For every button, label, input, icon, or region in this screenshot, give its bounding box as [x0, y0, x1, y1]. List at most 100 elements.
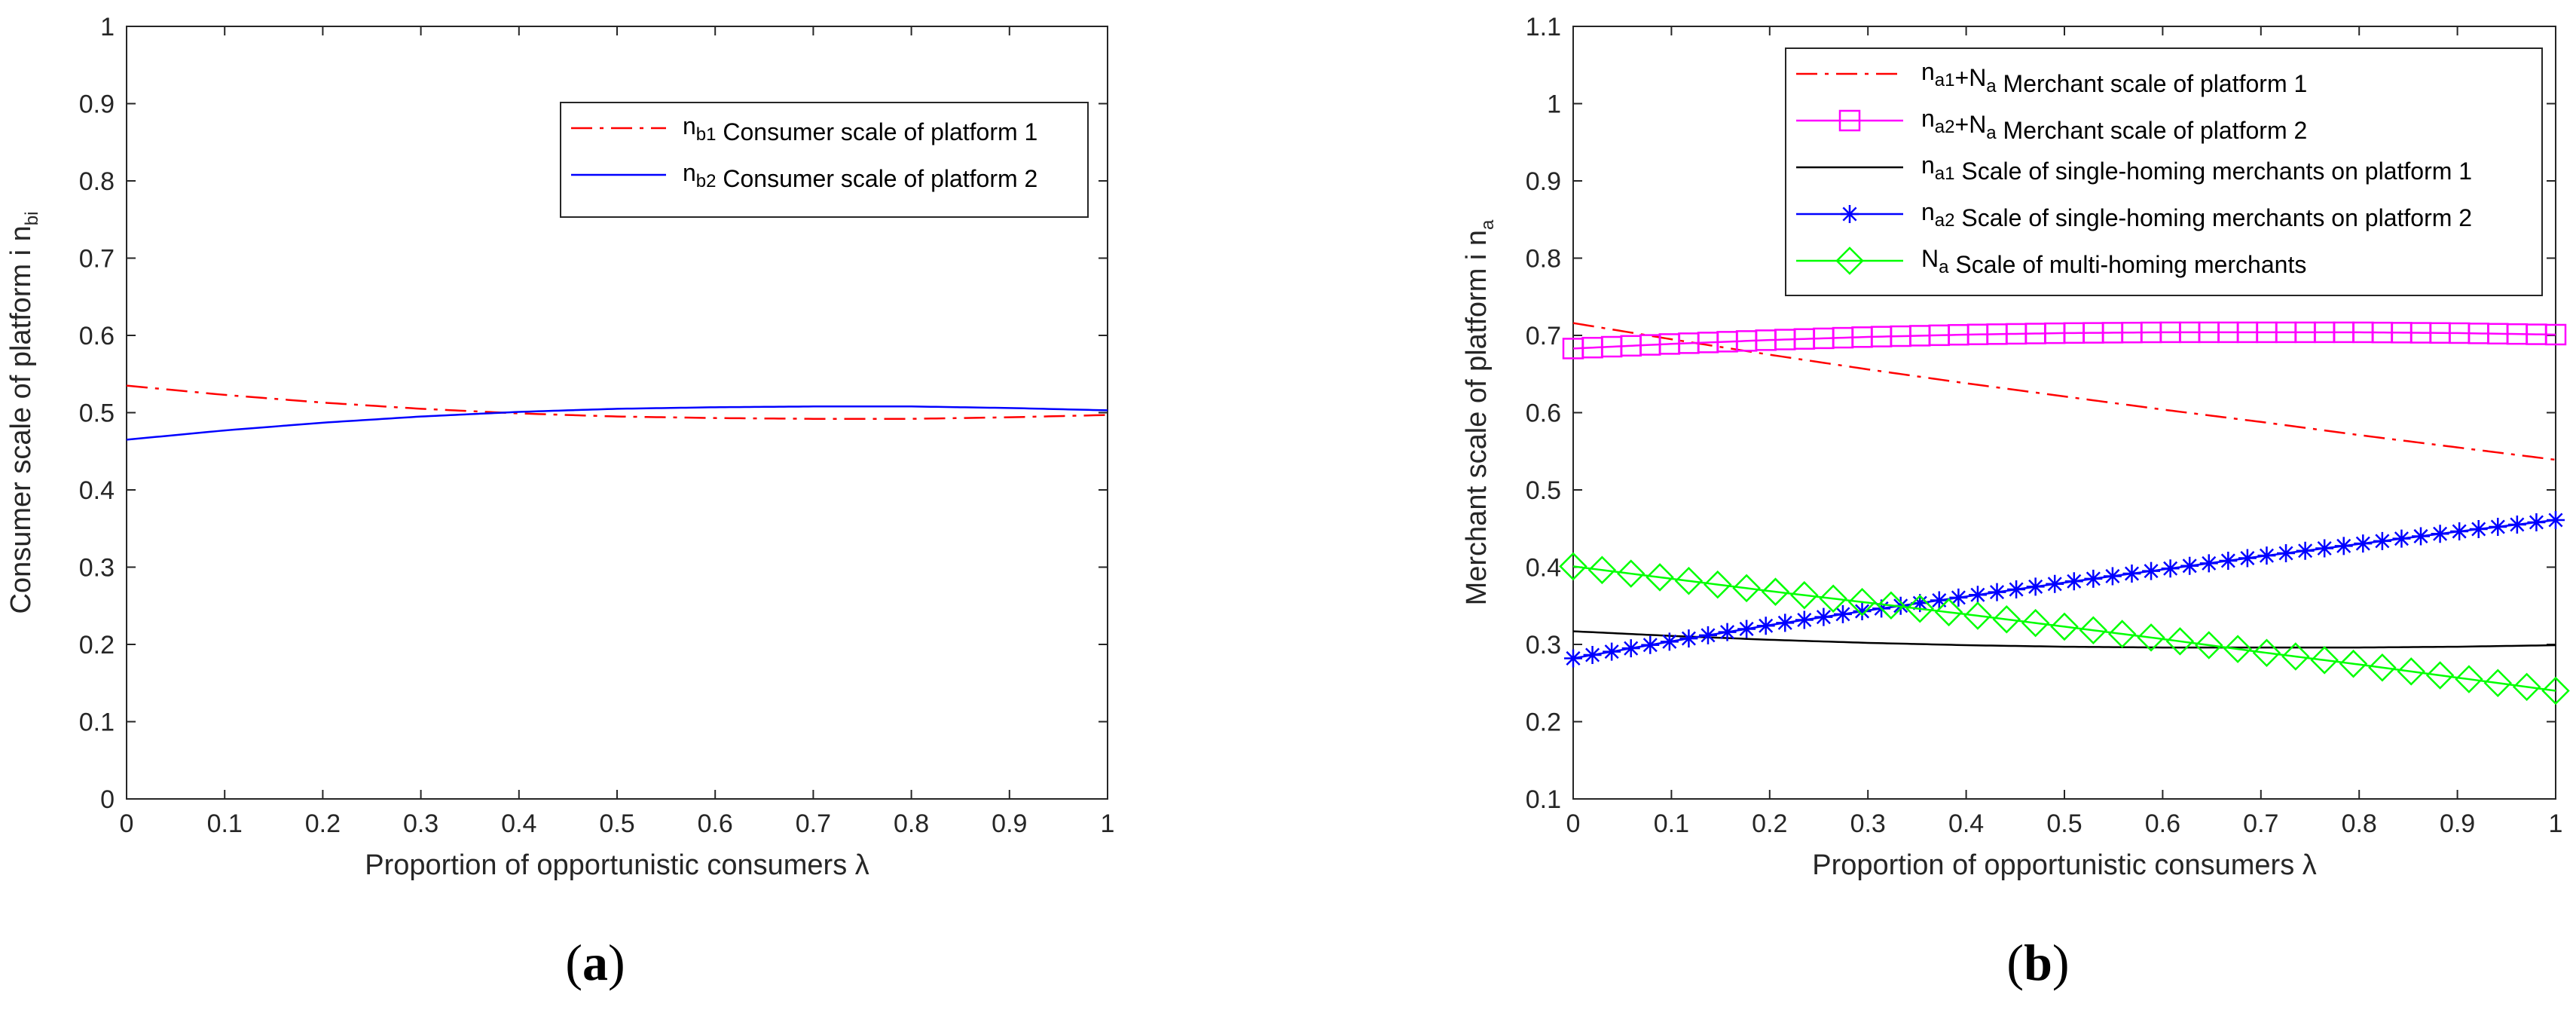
- data-point: [1603, 642, 1621, 661]
- data-point: [2257, 546, 2276, 565]
- data-point: [2455, 665, 2483, 693]
- data-point: [2219, 551, 2238, 570]
- x-tick-label: 0.3: [1850, 809, 1886, 838]
- x-tick-label: 0.9: [992, 809, 1027, 838]
- data-point: [1968, 586, 1987, 604]
- x-axis-label: Proportion of opportunistic consumers λ: [365, 849, 869, 881]
- x-tick-label: 0.8: [2342, 809, 2377, 838]
- x-tick-label: 0: [120, 809, 134, 838]
- legend-box: [560, 102, 1089, 218]
- data-point: [1641, 635, 1660, 654]
- x-tick-label: 0.9: [2440, 809, 2475, 838]
- legend-item: na1+Na Merchant scale of platform 1: [1796, 58, 2307, 97]
- data-point: [2544, 323, 2567, 346]
- x-tick-label: 0.7: [796, 809, 831, 838]
- data-point: [2281, 642, 2310, 671]
- data-point: [1756, 617, 1775, 635]
- data-point: [1877, 591, 1905, 620]
- data-point: [2007, 580, 2026, 599]
- data-point: [1703, 570, 1732, 599]
- y-tick-label: 0.8: [79, 167, 115, 196]
- x-tick-label: 0.6: [2145, 809, 2180, 838]
- data-point: [1853, 602, 1872, 621]
- data-point: [2050, 612, 2079, 641]
- data-point: [2412, 527, 2431, 546]
- data-point: [2103, 567, 2122, 586]
- data-point: [2064, 572, 2083, 591]
- x-tick-label: 0: [1566, 809, 1581, 838]
- data-point: [1732, 574, 1761, 603]
- x-tick-label: 0.7: [2243, 809, 2278, 838]
- data-point: [2046, 574, 2064, 593]
- series-line: [1572, 630, 2556, 649]
- series-1: [126, 384, 1108, 420]
- y-tick-label: 0.4: [79, 476, 115, 505]
- data-point: [2339, 649, 2368, 678]
- data-point: [1963, 601, 1992, 630]
- data-point: [2354, 534, 2373, 553]
- data-point: [2252, 638, 2281, 667]
- data-point: [2079, 616, 2108, 645]
- data-point: [2137, 623, 2165, 652]
- data-point: [2161, 559, 2180, 578]
- x-tick-label: 0.1: [1654, 809, 1689, 838]
- y-tick-label: 0.9: [79, 90, 115, 119]
- y-tick-label: 0.5: [79, 399, 115, 428]
- data-point: [1911, 594, 1930, 613]
- y-tick-label: 0.2: [79, 631, 115, 659]
- legend-item: na2 Scale of single-homing merchants on …: [1796, 198, 2472, 231]
- data-point: [2194, 631, 2223, 659]
- y-tick-label: 0.9: [1526, 167, 1561, 196]
- x-tick-label: 0.5: [2046, 809, 2082, 838]
- data-point: [1737, 620, 1756, 638]
- series-2: [126, 405, 1108, 441]
- x-tick-label: 0.3: [403, 809, 439, 838]
- legend-label: Na Scale of multi-homing merchants: [1921, 245, 2306, 278]
- data-point: [2431, 525, 2449, 543]
- legend-label: na2+Na Merchant scale of platform 2: [1921, 105, 2307, 144]
- chart-panel-a: 0 0.1 0.2 0.3 0.4 0.5 0.6 0.7 0.8 0.9 1 0 0.1 0.2 0.3 0…: [5, 13, 1114, 991]
- data-point: [1776, 614, 1795, 632]
- data-point: [1934, 598, 1963, 627]
- data-point: [2373, 531, 2391, 550]
- data-point: [1905, 595, 1935, 623]
- data-point: [2277, 543, 2296, 562]
- legend-label: na2 Scale of single-homing merchants on …: [1921, 198, 2472, 231]
- data-point: [1621, 639, 1640, 658]
- data-point: [2392, 529, 2411, 548]
- y-tick-label: 0.6: [1526, 399, 1561, 428]
- x-tick-label: 0.6: [698, 809, 733, 838]
- data-point: [2469, 520, 2488, 539]
- data-point: [1587, 555, 1617, 585]
- data-point: [2315, 539, 2334, 558]
- legend: na1+Na Merchant scale of platform 1 na2+N…: [1785, 47, 2543, 296]
- x-tick-label: 0.2: [1752, 809, 1787, 838]
- data-point: [1841, 205, 1859, 223]
- data-point: [1847, 587, 1877, 617]
- data-point: [1992, 605, 2021, 634]
- y-tick-label: 1.1: [1526, 13, 1561, 41]
- legend-box: [1785, 47, 2543, 296]
- y-tick-label: 1: [1547, 90, 1561, 119]
- y-tick-label: 0.5: [1526, 476, 1561, 505]
- series-2: [1562, 321, 2567, 360]
- data-point: [2223, 635, 2252, 663]
- y-tick-label: 0.3: [1526, 631, 1561, 659]
- y-tick-label: 0.8: [1526, 245, 1561, 274]
- chart-panel-b: 0 0.1 0.2 0.3 0.4 0.5 0.6 0.7 0.8 0.9 10.10.20.30.…: [1461, 13, 2570, 991]
- x-tick-label: 0.1: [207, 809, 243, 838]
- data-point: [2122, 565, 2141, 583]
- series-line: [1572, 565, 2556, 692]
- data-point: [2334, 537, 2353, 555]
- legend-label: na1 Scale of single-homing merchants on …: [1921, 151, 2472, 185]
- series-line: [126, 405, 1108, 441]
- data-point: [2512, 672, 2541, 702]
- data-point: [1564, 649, 1582, 668]
- data-point: [2425, 661, 2455, 690]
- data-point: [1949, 588, 1968, 607]
- x-tick-label: 1: [1101, 809, 1115, 838]
- y-axis-label: Merchant scale of platform i na: [1461, 219, 1498, 605]
- data-point: [1660, 632, 1679, 651]
- x-tick-label: 0.5: [599, 809, 634, 838]
- data-point: [2238, 549, 2257, 568]
